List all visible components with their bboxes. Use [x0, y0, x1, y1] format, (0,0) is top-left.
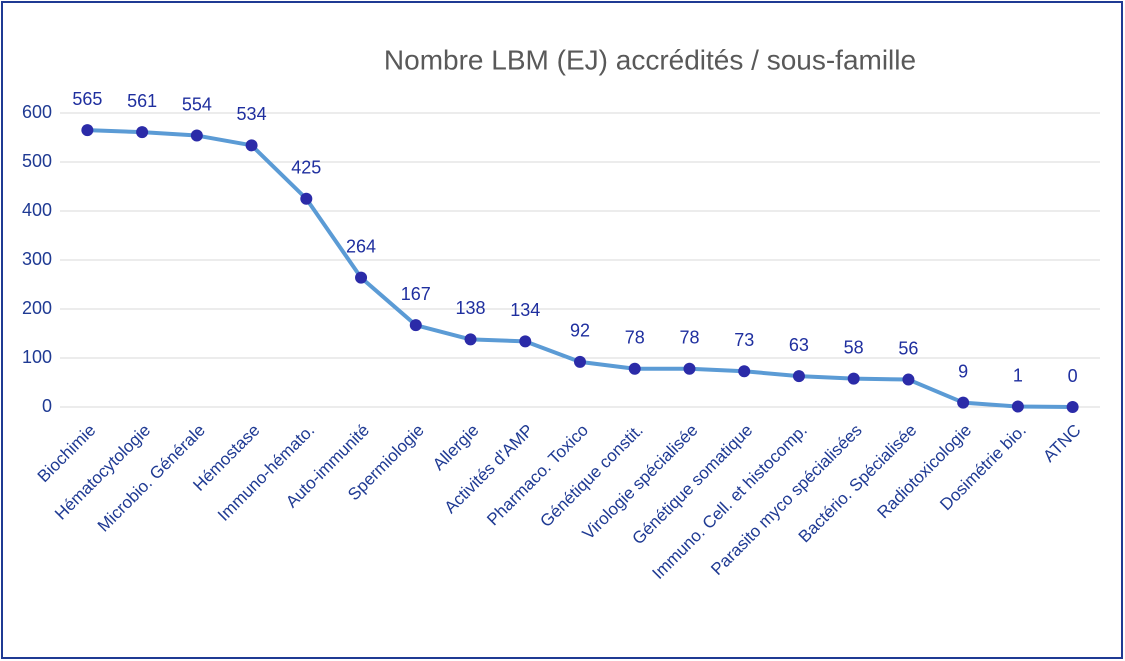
data-point: [628, 362, 641, 375]
data-label: 73: [734, 330, 754, 350]
data-point: [245, 139, 258, 152]
data-label: 554: [182, 94, 212, 114]
y-tick-label: 200: [22, 298, 52, 318]
data-point: [792, 370, 805, 383]
data-label: 63: [789, 335, 809, 355]
data-label: 134: [510, 300, 540, 320]
y-tick-label: 400: [22, 200, 52, 220]
data-label: 167: [401, 284, 431, 304]
data-point: [355, 271, 368, 284]
data-point: [190, 129, 203, 142]
data-label: 264: [346, 236, 376, 256]
data-point: [683, 362, 696, 375]
data-point: [300, 192, 313, 205]
data-point: [957, 396, 970, 409]
data-point: [81, 124, 94, 137]
data-label: 78: [625, 328, 645, 348]
data-label: 138: [456, 298, 486, 318]
y-tick-label: 600: [22, 102, 52, 122]
data-point: [1011, 400, 1024, 413]
data-label: 78: [679, 328, 699, 348]
data-point: [738, 365, 751, 378]
data-label: 425: [291, 158, 321, 178]
data-point: [409, 319, 422, 332]
data-label: 9: [958, 361, 968, 381]
data-point: [574, 355, 586, 368]
data-point: [519, 335, 532, 348]
data-label: 561: [127, 91, 157, 111]
chart-title: Nombre LBM (EJ) accrédités / sous-famill…: [384, 44, 916, 75]
data-label: 92: [570, 321, 590, 341]
data-label: 0: [1068, 366, 1078, 386]
data-point: [136, 126, 149, 139]
data-point: [1066, 401, 1079, 413]
y-tick-label: 0: [42, 396, 52, 416]
data-label: 565: [72, 89, 102, 109]
y-tick-label: 500: [22, 151, 52, 171]
data-label: 56: [898, 338, 918, 358]
y-tick-label: 300: [22, 249, 52, 269]
data-label: 1: [1013, 365, 1023, 385]
data-label: 534: [237, 104, 267, 124]
y-tick-label: 100: [22, 347, 52, 367]
data-label: 58: [844, 337, 864, 357]
data-point: [464, 333, 477, 346]
data-point: [847, 372, 860, 385]
data-point: [902, 373, 915, 386]
